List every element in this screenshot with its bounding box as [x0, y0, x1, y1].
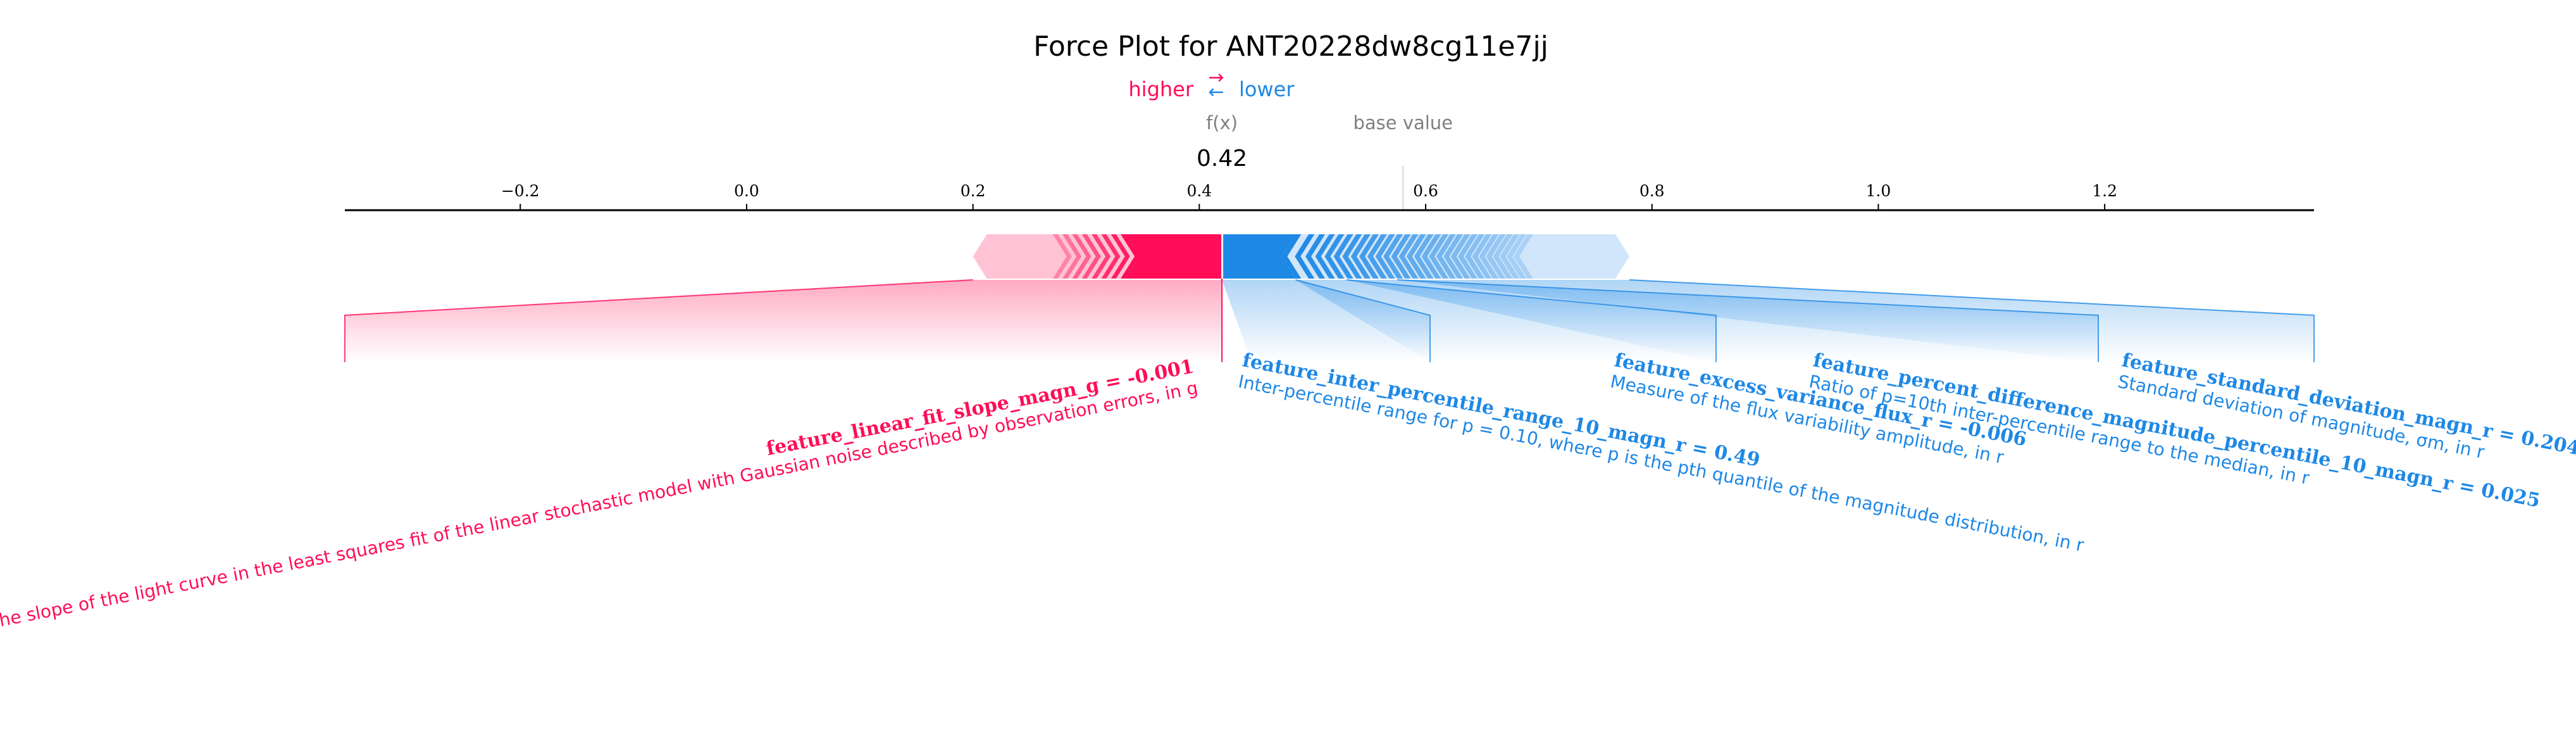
negative-chevron-1 — [1295, 234, 1315, 279]
negative-chevron-15 — [1414, 234, 1434, 279]
x-tick-label-1: 0.0 — [734, 182, 759, 200]
x-tick-label-4: 0.6 — [1413, 182, 1438, 200]
negative-chevron-12 — [1391, 234, 1411, 279]
feature-connectors — [344, 234, 2315, 362]
x-tick-label-6: 1.0 — [1866, 182, 1891, 200]
positive-bar-solid — [1126, 234, 1223, 279]
positive-chevron-6 — [1111, 234, 1130, 279]
feature-connector-fill-1 — [1222, 280, 1430, 362]
negative-chevron-0 — [1281, 234, 1302, 279]
feature-connector-fill-4 — [1397, 280, 2314, 362]
negative-chevron-19 — [1443, 234, 1464, 279]
feature-connector-line-4 — [1629, 279, 2315, 362]
feature-connector-fill-0 — [345, 280, 1223, 362]
negative-chevron-9 — [1367, 234, 1387, 279]
chart-title: Force Plot for ANT20228dw8cg11e7jj — [1033, 30, 1548, 63]
negative-chevron-24 — [1479, 234, 1499, 279]
negative-chevron-2 — [1305, 234, 1326, 279]
legend-arrow-left-icon: ← — [1208, 81, 1224, 103]
feature-connector-fill-3 — [1346, 280, 2098, 362]
negative-chevron-26 — [1493, 234, 1513, 279]
negative-bar-solid — [1222, 234, 1296, 279]
negative-chevron-21 — [1458, 234, 1478, 279]
negative-chevron-3 — [1315, 234, 1335, 279]
positive-chevron-0 — [1052, 234, 1072, 279]
negative-chevron-4 — [1324, 234, 1345, 279]
feature-connector-line-0 — [344, 279, 973, 362]
x-tick-label-2: 0.2 — [961, 182, 986, 200]
bar-split — [1221, 234, 1224, 279]
feature-description-0: The slope of the light curve in the leas… — [0, 377, 1200, 633]
legend-lower: lower — [1239, 77, 1295, 101]
negative-chevron-8 — [1359, 234, 1379, 279]
legend-arrow-right-icon: → — [1208, 66, 1224, 89]
feature-labels: feature_linear_fit_slope_magn_g = -0.001… — [0, 349, 2576, 632]
legend: higher → ← lower — [1128, 66, 1295, 103]
negative-chevron-29 — [1513, 234, 1533, 279]
negative-chevron-14 — [1406, 234, 1426, 279]
negative-chevron-22 — [1465, 234, 1485, 279]
positive-chevron-7 — [1121, 234, 1140, 279]
negative-chevron-7 — [1350, 234, 1371, 279]
negative-chevron-13 — [1398, 234, 1419, 279]
x-tick-label-7: 1.2 — [2092, 182, 2117, 200]
legend-higher: higher — [1128, 77, 1193, 101]
x-tick-label-0: −0.2 — [501, 182, 540, 200]
positive-chevron-5 — [1101, 234, 1121, 279]
negative-chevron-11 — [1383, 234, 1403, 279]
negative-chevron-6 — [1342, 234, 1362, 279]
negative-chevron-23 — [1472, 234, 1492, 279]
positive-chevron-3 — [1081, 234, 1101, 279]
fx-label: f(x) — [1206, 112, 1238, 134]
negative-chevron-27 — [1500, 234, 1520, 279]
negative-chevron-25 — [1486, 234, 1506, 279]
x-tick-label-5: 0.8 — [1640, 182, 1665, 200]
negative-chevron-10 — [1375, 234, 1395, 279]
x-tick-label-3: 0.4 — [1186, 182, 1212, 200]
fx-value: 0.42 — [1197, 146, 1247, 172]
negative-chevron-28 — [1507, 234, 1527, 279]
x-ticks: −0.2 0.0 0.2 0.4 0.6 0.8 1.0 1.2 — [501, 182, 2117, 210]
positive-chevron-4 — [1092, 234, 1111, 279]
negative-chevron-5 — [1333, 234, 1353, 279]
force-bars — [973, 234, 1629, 279]
positive-chevron-2 — [1072, 234, 1092, 279]
negative-chevron-20 — [1450, 234, 1471, 279]
negative-chevron-18 — [1436, 234, 1456, 279]
feature-connector-fill-2 — [1295, 280, 1716, 362]
feature-label-0: feature_linear_fit_slope_magn_g = -0.001… — [0, 355, 1200, 632]
negative-chevron-16 — [1421, 234, 1441, 279]
negative-chevron-17 — [1429, 234, 1449, 279]
positive-chevron-1 — [1062, 234, 1082, 279]
base-value-label: base value — [1353, 112, 1453, 134]
